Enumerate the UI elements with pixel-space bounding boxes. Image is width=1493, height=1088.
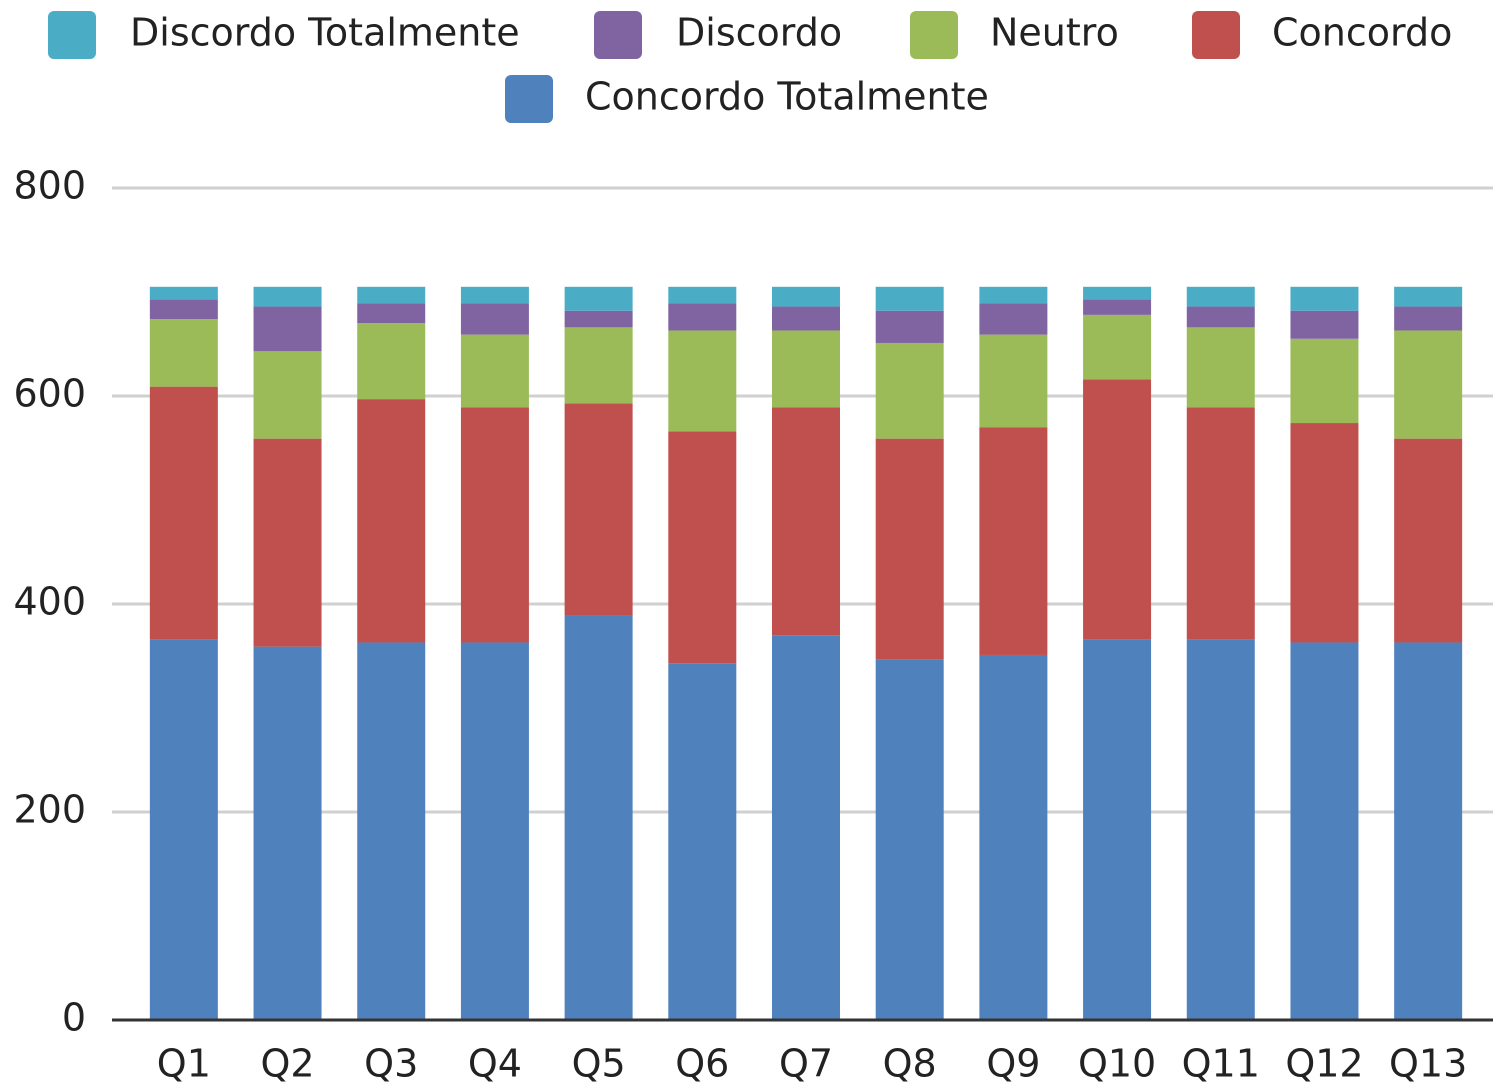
bar-segment: [875, 659, 944, 1020]
bar-segment: [253, 351, 322, 439]
bar-segment: [1186, 639, 1255, 1020]
bar-segment: [1186, 407, 1255, 640]
x-tick-label: Q6: [675, 1042, 729, 1086]
bar-segment: [875, 438, 944, 660]
bar-segment: [979, 334, 1048, 428]
bar-segment: [979, 654, 1048, 1020]
bar-segment: [1394, 306, 1463, 331]
legend-label: Concordo: [1272, 11, 1452, 55]
bar-segment: [1186, 327, 1255, 408]
bar-segment: [357, 286, 426, 304]
y-tick-label: 0: [62, 996, 86, 1040]
bar-segment: [875, 310, 944, 343]
bar-segment: [1083, 286, 1152, 300]
y-tick-label: 200: [13, 788, 86, 832]
x-tick-label: Q4: [468, 1042, 522, 1086]
bar-segment: [564, 615, 633, 1020]
bar-segment: [668, 286, 737, 304]
bar-segment: [668, 330, 737, 432]
legend-label: Discordo Totalmente: [130, 11, 520, 55]
bar-segment: [253, 306, 322, 352]
bar-segment: [772, 635, 840, 1020]
bar-segment: [460, 407, 529, 643]
x-tick-label: Q13: [1389, 1042, 1467, 1086]
x-tick-label: Q10: [1078, 1042, 1156, 1086]
bar-segment: [460, 303, 529, 335]
bar-segment: [979, 286, 1048, 304]
legend-swatch: [48, 11, 96, 59]
x-tick-label: Q11: [1182, 1042, 1260, 1086]
bar-segment: [1290, 423, 1359, 643]
bar-segment: [1290, 310, 1359, 339]
bar-segment: [253, 286, 322, 307]
y-tick-label: 800: [13, 164, 86, 208]
bar-segment: [875, 286, 944, 311]
bar-segment: [668, 303, 737, 331]
bar-segment: [149, 319, 218, 387]
bar-segment: [253, 438, 322, 647]
bar-segment: [1083, 314, 1152, 380]
legend-swatch: [594, 11, 642, 59]
bar-segment: [564, 403, 633, 616]
bar-segment: [1394, 286, 1463, 307]
bar-segment: [357, 323, 426, 400]
bar-segment: [460, 334, 529, 408]
bar-segment: [772, 330, 840, 408]
x-tick-label: Q12: [1285, 1042, 1363, 1086]
bar-segment: [1290, 286, 1359, 311]
bar-segment: [357, 642, 426, 1020]
bar-segment: [1083, 639, 1152, 1020]
legend-swatch: [1192, 11, 1240, 59]
bar-segment: [979, 303, 1048, 335]
x-tick-label: Q2: [260, 1042, 314, 1086]
legend-label: Neutro: [990, 11, 1119, 55]
bar-segment: [1290, 642, 1359, 1020]
bar-segment: [253, 646, 322, 1020]
bar-segment: [564, 286, 633, 311]
bar-segment: [149, 299, 218, 320]
legend-label: Concordo Totalmente: [585, 75, 989, 119]
x-tick-label: Q1: [157, 1042, 211, 1086]
bar-segment: [1083, 299, 1152, 315]
legend-label: Discordo: [676, 11, 842, 55]
x-tick-label: Q9: [986, 1042, 1040, 1086]
bar-segment: [772, 407, 840, 636]
bar-segment: [979, 427, 1048, 655]
x-tick-label: Q5: [572, 1042, 626, 1086]
bar-segment: [149, 639, 218, 1020]
x-tick-label: Q8: [883, 1042, 937, 1086]
bar-segment: [668, 431, 737, 664]
bar-segment: [1394, 330, 1463, 439]
x-tick-label: Q3: [364, 1042, 418, 1086]
bar-segment: [564, 327, 633, 404]
x-tick-label: Q7: [779, 1042, 833, 1086]
bar-segment: [1394, 642, 1463, 1020]
bar-segment: [357, 399, 426, 643]
legend-swatch: [505, 75, 553, 123]
bar-segment: [149, 386, 218, 640]
bar-segment: [1186, 286, 1255, 307]
y-tick-label: 400: [13, 580, 86, 624]
bar-segment: [1290, 338, 1359, 424]
bar-segment: [357, 303, 426, 324]
bar-segment: [1394, 438, 1463, 643]
bar-segment: [1083, 379, 1152, 640]
bar-segment: [772, 286, 840, 307]
legend-swatch: [910, 11, 958, 59]
bar-segment: [149, 286, 218, 300]
y-tick-label: 600: [13, 372, 86, 416]
bar-segment: [460, 286, 529, 304]
bar-segment: [668, 663, 737, 1020]
bar-segment: [875, 342, 944, 439]
bar-segment: [564, 310, 633, 328]
bar-segment: [772, 306, 840, 331]
bar-segment: [460, 642, 529, 1020]
bar-segment: [1186, 306, 1255, 328]
